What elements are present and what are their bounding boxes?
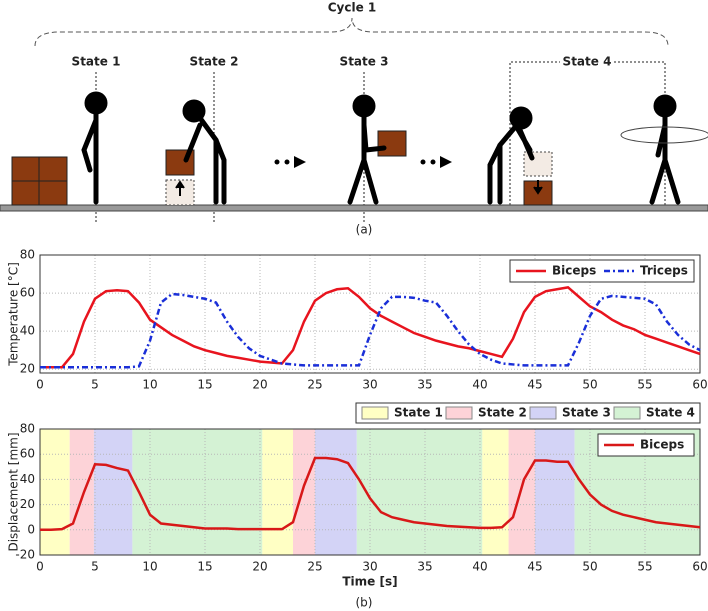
y-tick-label: 60 <box>20 286 35 300</box>
state-region <box>293 429 315 555</box>
cycle-label: Cycle 1 <box>328 1 377 15</box>
x-tick-label: 0 <box>36 378 44 392</box>
series-line <box>40 286 701 369</box>
x-tick-label: 30 <box>362 560 377 574</box>
plot-frame <box>39 428 701 556</box>
state-label: State 4 <box>563 55 612 69</box>
x-tick-label: 15 <box>197 560 212 574</box>
series-line <box>40 456 701 532</box>
caption: (a) <box>356 223 373 237</box>
state-region <box>262 429 293 555</box>
state-region <box>132 429 263 555</box>
legend-label: State 3 <box>562 406 611 420</box>
state-region <box>69 429 94 555</box>
x-tick-label: 20 <box>252 378 267 392</box>
boxes <box>11 130 553 206</box>
legend-label: Biceps <box>552 264 596 278</box>
legend-label: State 2 <box>478 406 527 420</box>
figures <box>81 91 681 205</box>
x-tick-label: 40 <box>472 378 487 392</box>
caption: (b) <box>356 596 373 610</box>
y-axis-label: Displacement [mm] <box>7 432 21 551</box>
x-tick-label: 55 <box>637 560 652 574</box>
x-tick-label: 60 <box>692 378 707 392</box>
y-tick-label: -20 <box>15 548 35 562</box>
x-tick-label: 5 <box>91 378 99 392</box>
state-region <box>93 429 133 555</box>
plot-frame <box>39 254 701 374</box>
state-label: State 3 <box>340 55 389 69</box>
y-tick-label: 80 <box>20 422 35 436</box>
state-region <box>508 429 535 555</box>
state-region <box>315 429 357 555</box>
legend-label: Triceps <box>640 264 688 278</box>
rotation <box>620 126 708 144</box>
legend-label: State 4 <box>646 406 695 420</box>
legend-label: State 1 <box>394 406 443 420</box>
y-tick-label: 20 <box>20 362 35 376</box>
x-tick-label: 50 <box>582 560 597 574</box>
legend-box <box>597 433 695 457</box>
state-region <box>356 429 483 555</box>
x-tick-label: 50 <box>582 378 597 392</box>
x-tick-label: 35 <box>417 378 432 392</box>
x-tick-label: 20 <box>252 560 267 574</box>
y-axis-label: Temperature [°C] <box>7 262 21 367</box>
arrows <box>175 156 543 196</box>
x-tick-label: 25 <box>307 560 322 574</box>
x-tick-label: 15 <box>197 378 212 392</box>
state-region <box>40 429 70 555</box>
guides <box>95 72 365 222</box>
x-tick-label: 60 <box>692 560 707 574</box>
state-label: State 1 <box>72 55 121 69</box>
y-tick-label: 80 <box>20 248 35 262</box>
x-axis-label: Time [s] <box>342 575 397 589</box>
y-tick-label: 60 <box>20 447 35 461</box>
x-tick-label: 25 <box>307 378 322 392</box>
x-tick-label: 45 <box>527 560 542 574</box>
x-tick-label: 0 <box>36 560 44 574</box>
floor <box>0 204 708 212</box>
state4-bracket <box>509 61 666 205</box>
x-tick-label: 55 <box>637 378 652 392</box>
legend-box <box>509 259 695 283</box>
x-tick-label: 5 <box>91 560 99 574</box>
legend-swatch <box>613 406 641 420</box>
legend-swatch <box>445 406 473 420</box>
x-tick-label: 10 <box>142 378 157 392</box>
legend-swatch <box>361 406 389 420</box>
legend-label: Biceps <box>640 438 684 452</box>
x-tick-label: 35 <box>417 560 432 574</box>
cycle-brace <box>34 17 669 47</box>
x-tick-label: 30 <box>362 378 377 392</box>
series-line <box>40 292 701 369</box>
y-tick-label: 20 <box>20 497 35 511</box>
state-region <box>482 429 509 555</box>
state-region <box>535 429 575 555</box>
legend-swatch <box>529 406 557 420</box>
state-label: State 2 <box>190 55 239 69</box>
x-tick-label: 45 <box>527 378 542 392</box>
y-tick-label: 40 <box>20 472 35 486</box>
x-tick-label: 10 <box>142 560 157 574</box>
x-tick-label: 40 <box>472 560 487 574</box>
y-tick-label: 0 <box>27 522 35 536</box>
y-tick-label: 40 <box>20 324 35 338</box>
